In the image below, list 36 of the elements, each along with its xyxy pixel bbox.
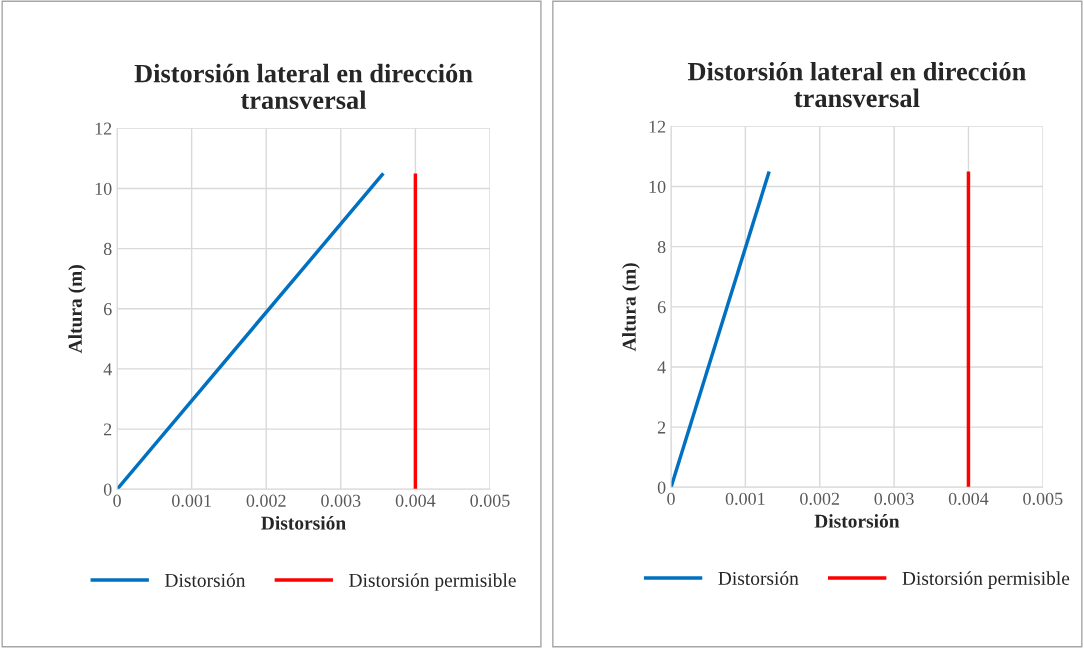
y-tick-label: 8 [103,242,112,256]
x-tick-label: 0.003 [321,494,361,507]
y-tick-label: 12 [95,122,112,135]
chart-title: Distorsión lateral en dirección transversal [687,61,1026,108]
x-tick-label: 0 [113,494,121,507]
legend-label: Distorsión permisible [349,573,516,591]
y-tick-label: 10 [95,182,112,195]
y-tick-label: 0 [657,481,666,494]
x-tick-label: 0.005 [470,494,510,507]
y-tick-label: 12 [649,120,666,133]
y-tick-label: 10 [649,180,666,193]
x-tick-label: 0.001 [725,492,765,505]
x-axis-title: Distorsión [814,514,900,528]
y-axis-title: Altura (m) [68,265,86,354]
legend-label: Distorsión [165,573,246,587]
y-tick-label: 4 [103,363,112,376]
x-tick-label: 0.004 [948,492,989,505]
legend-label: Distorsión permisible [902,571,1070,589]
y-tick-label: 0 [103,483,112,496]
x-tick-label: 0.005 [1023,492,1063,505]
y-tick-label: 6 [657,301,666,314]
x-tick-label: 0 [667,492,675,505]
x-tick-label: 0.003 [874,492,914,505]
chart-title: Distorsión lateral en dirección transversal [134,63,473,110]
y-tick-label: 2 [657,421,666,434]
x-tick-label: 0.002 [800,492,840,505]
legend-label: Distorsión [718,571,799,585]
x-tick-label: 0.004 [395,494,436,507]
y-axis-title: Altura (m) [622,263,640,352]
y-tick-label: 8 [657,240,666,254]
x-tick-label: 0.002 [246,494,286,507]
x-axis-title: Distorsión [261,516,346,530]
x-tick-label: 0.001 [172,494,211,507]
y-tick-label: 2 [103,423,112,436]
y-tick-label: 6 [103,303,112,316]
y-tick-label: 4 [657,361,666,374]
